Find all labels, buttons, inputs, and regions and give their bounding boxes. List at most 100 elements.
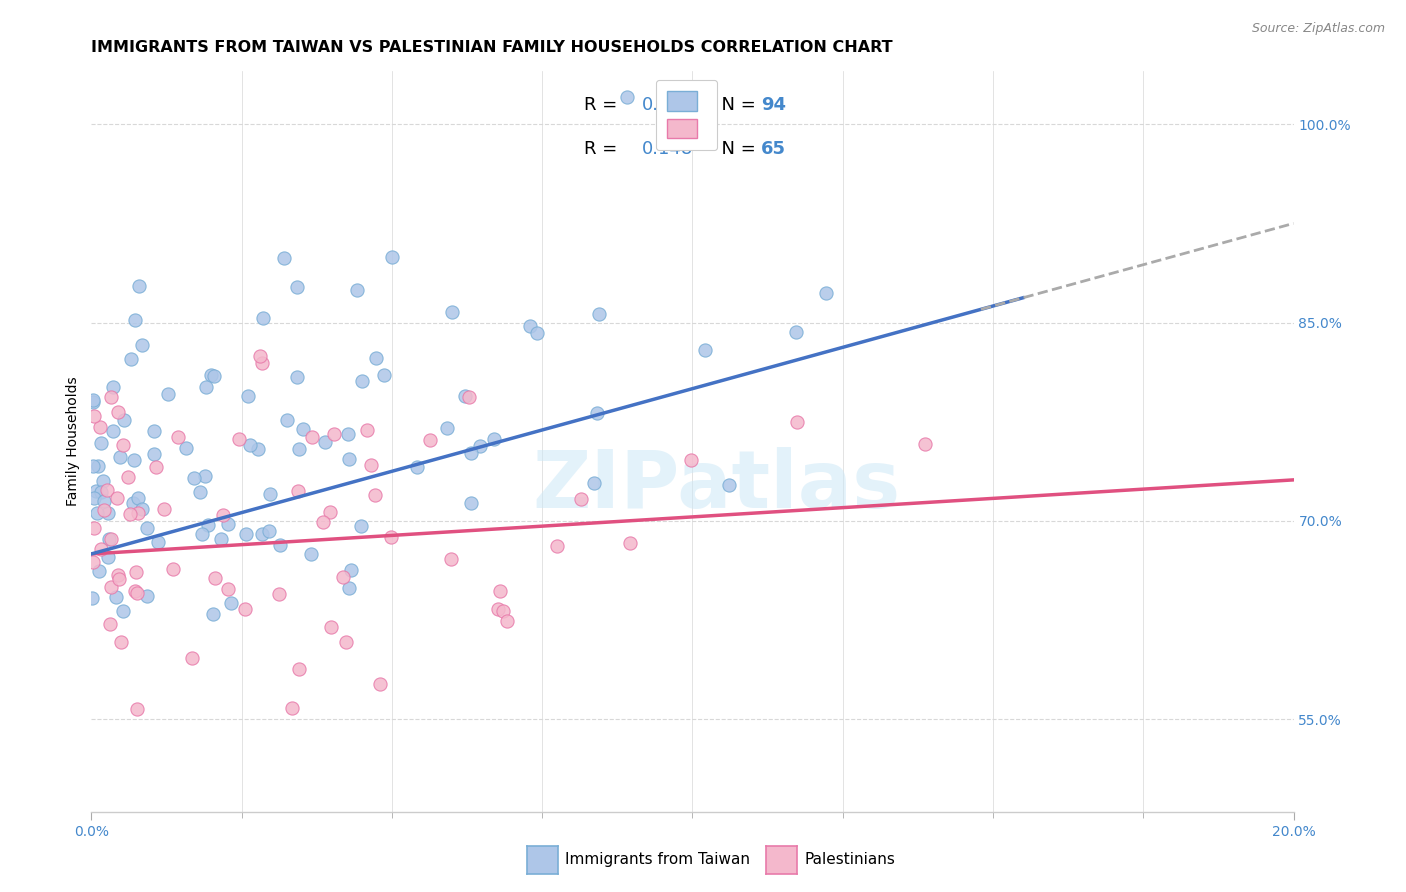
Point (131, 502, 153, 516)
Point (252, 311, 274, 326)
Point (546, 539, 568, 553)
Point (86, 506, 108, 520)
Point (419, 433, 441, 447)
Point (583, 476, 606, 491)
Point (695, 343, 717, 358)
Point (93, 493, 115, 508)
Point (249, 350, 271, 364)
Point (105, 491, 128, 505)
Point (125, 565, 148, 579)
Point (319, 505, 342, 519)
Point (217, 582, 239, 596)
Point (127, 507, 149, 521)
Point (82, 395, 104, 409)
Point (96, 483, 118, 497)
Point (486, 602, 509, 616)
Point (239, 438, 262, 452)
Point (204, 571, 226, 585)
Point (588, 308, 610, 322)
Point (128, 279, 150, 293)
Point (285, 280, 308, 294)
Point (194, 469, 217, 483)
Point (301, 430, 323, 444)
Point (246, 442, 269, 457)
Point (83, 491, 105, 505)
Point (217, 517, 239, 532)
Point (252, 355, 274, 369)
Point (162, 562, 184, 576)
Point (352, 374, 374, 388)
Point (269, 538, 291, 552)
Point (83, 521, 105, 535)
Point (202, 368, 225, 383)
Point (89, 419, 111, 434)
Point (100, 580, 122, 594)
Point (101, 424, 124, 438)
Point (288, 662, 311, 676)
Point (120, 351, 142, 366)
Point (380, 530, 402, 544)
Text: R =: R = (585, 95, 623, 113)
Point (135, 521, 157, 535)
Point (337, 427, 360, 442)
Point (454, 389, 477, 403)
Point (127, 702, 149, 716)
Point (373, 368, 395, 383)
Point (441, 304, 464, 318)
Point (124, 584, 146, 599)
Point (496, 614, 519, 628)
Point (167, 429, 190, 443)
Point (82, 458, 104, 473)
Point (197, 517, 219, 532)
Point (335, 634, 357, 648)
Point (101, 380, 124, 394)
Point (122, 453, 145, 467)
Point (436, 421, 458, 435)
Point (257, 524, 280, 539)
Legend: , : , (655, 79, 717, 150)
Point (89, 564, 111, 578)
Point (250, 527, 273, 541)
Point (314, 435, 336, 450)
Point (569, 492, 592, 507)
Point (616, 90, 638, 104)
Point (366, 351, 388, 365)
Point (209, 532, 232, 546)
Point (135, 589, 157, 603)
Point (131, 337, 153, 351)
Text: 65: 65 (761, 140, 786, 158)
Point (489, 583, 512, 598)
Point (107, 405, 129, 419)
Point (236, 389, 259, 403)
Point (86, 484, 108, 499)
Point (814, 286, 837, 301)
Point (100, 390, 122, 404)
Point (785, 325, 807, 339)
Point (112, 604, 135, 618)
Point (98, 616, 121, 631)
Point (356, 423, 378, 437)
Point (340, 563, 363, 577)
Point (337, 582, 360, 596)
Point (104, 590, 127, 604)
Point (273, 252, 295, 266)
Point (460, 446, 482, 460)
Point (191, 527, 214, 541)
Point (107, 568, 129, 582)
Point (368, 677, 391, 691)
Point (143, 447, 166, 461)
Point (112, 413, 135, 427)
Point (100, 532, 122, 546)
Point (786, 415, 808, 429)
Point (619, 536, 641, 550)
Point (97, 550, 120, 565)
Point (97, 506, 120, 520)
Point (174, 441, 197, 455)
Point (91, 474, 114, 488)
Point (200, 368, 222, 383)
Point (183, 471, 205, 485)
Text: Immigrants from Taiwan: Immigrants from Taiwan (565, 853, 751, 867)
Point (90, 436, 112, 450)
Point (97, 532, 120, 546)
Point (127, 586, 149, 600)
